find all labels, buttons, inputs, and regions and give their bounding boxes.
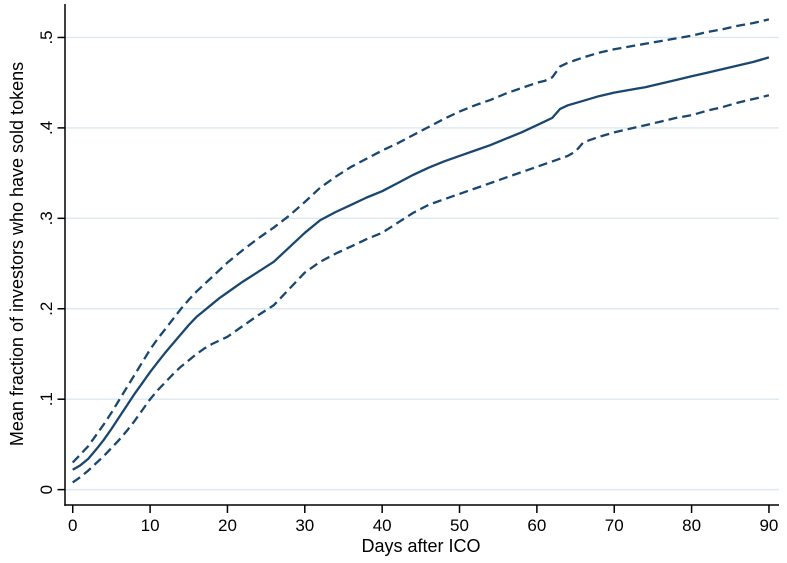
series-mean_fraction_sold	[72, 56, 770, 471]
series-ci_upper	[71, 18, 770, 464]
y-tick-label: .4	[37, 121, 56, 135]
x-tick-label: 80	[682, 516, 701, 535]
x-tick-label: 20	[218, 516, 237, 535]
y-tick-label: .5	[37, 30, 56, 44]
x-axis-title: Days after ICO	[361, 536, 480, 556]
x-tick-label: 0	[68, 516, 77, 535]
y-axis-title: Mean fraction of investors who have sold…	[7, 62, 27, 446]
x-tick-label: 30	[295, 516, 314, 535]
x-tick-label: 90	[759, 516, 778, 535]
series-ci_lower	[72, 94, 770, 484]
plot-area: 0 .1 .2 .3 .4 .5 0 10 20 30 40 50 60 70 80 90	[37, 4, 779, 535]
x-tick-label: 40	[373, 516, 392, 535]
y-tick-label: 0	[37, 485, 56, 494]
x-tick-label: 10	[141, 516, 160, 535]
x-tick-label: 70	[605, 516, 624, 535]
y-tick-label: .3	[37, 211, 56, 225]
x-tick-label: 60	[527, 516, 546, 535]
y-tick-label: .1	[37, 392, 56, 406]
y-tick-label: .2	[37, 302, 56, 316]
x-tick-label: 50	[450, 516, 469, 535]
